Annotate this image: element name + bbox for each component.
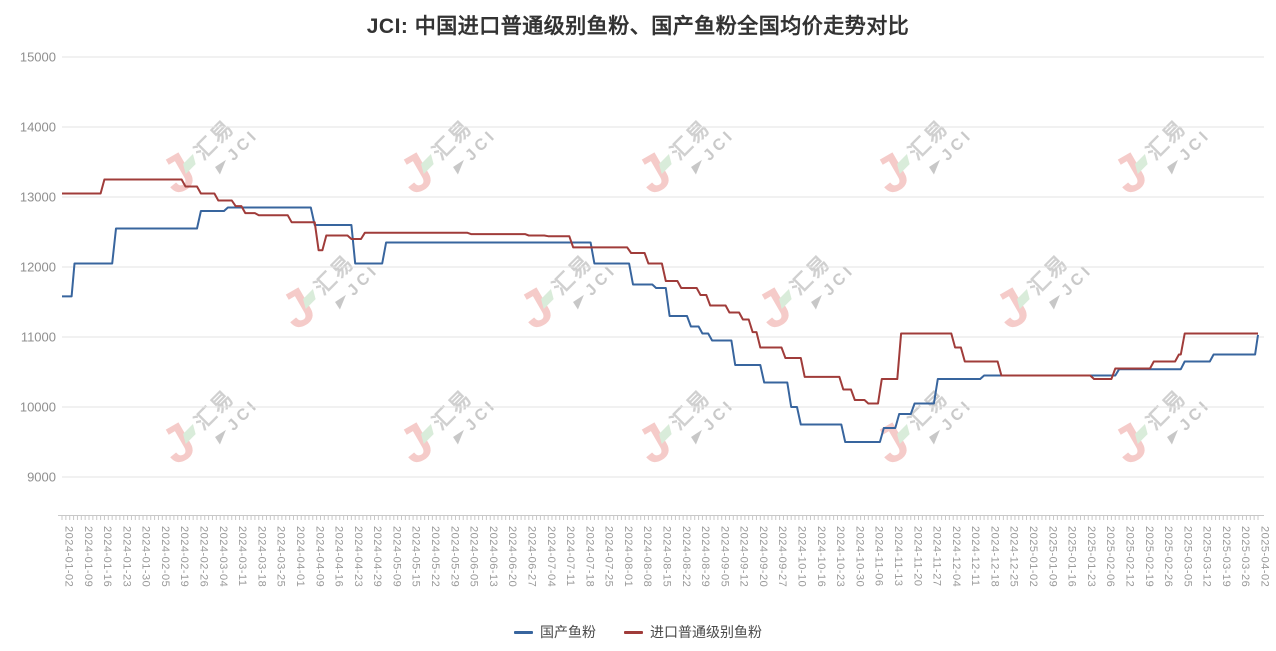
x-axis-date-label: 2024-02-26 bbox=[198, 526, 210, 587]
x-axis-date-label: 2024-03-04 bbox=[217, 526, 229, 587]
x-axis-date-label: 2024-01-16 bbox=[101, 526, 113, 587]
x-axis-date-label: 2024-04-01 bbox=[294, 526, 306, 587]
x-axis-date-label: 2024-09-12 bbox=[738, 526, 750, 587]
x-axis-date-label: 2024-04-29 bbox=[371, 526, 383, 587]
x-axis-date-label: 2024-07-04 bbox=[545, 526, 557, 587]
x-axis-date-label: 2025-01-02 bbox=[1027, 526, 1039, 587]
x-axis-date-label: 2024-06-13 bbox=[487, 526, 499, 587]
x-axis-date-label: 2024-10-30 bbox=[853, 526, 865, 587]
x-axis-date-label: 2024-06-05 bbox=[468, 526, 480, 587]
x-axis-date-label: 2024-07-11 bbox=[564, 526, 576, 586]
y-axis-label: 10000 bbox=[20, 400, 56, 415]
x-axis-date-label: 2024-07-25 bbox=[603, 526, 615, 587]
x-axis-date-label: 2024-05-29 bbox=[448, 526, 460, 587]
x-axis-date-label: 2024-01-23 bbox=[120, 526, 132, 587]
x-axis-date-label: 2024-11-20 bbox=[911, 526, 923, 586]
x-axis-date-label: 2024-05-09 bbox=[390, 526, 402, 587]
x-axis-date-label: 2025-02-06 bbox=[1104, 526, 1116, 587]
x-axis-date-label: 2024-10-16 bbox=[815, 526, 827, 587]
x-axis-date-label: 2024-02-05 bbox=[159, 526, 171, 587]
x-axis-date-label: 2024-04-16 bbox=[333, 526, 345, 587]
y-axis-label: 13000 bbox=[20, 190, 56, 205]
x-axis-date-label: 2024-01-30 bbox=[140, 526, 152, 587]
x-axis-date-label: 2024-02-19 bbox=[178, 526, 190, 587]
x-axis-date-label: 2024-12-25 bbox=[1008, 526, 1020, 587]
x-axis-date-label: 2024-08-08 bbox=[641, 526, 653, 587]
x-axis-date-label: 2024-09-20 bbox=[757, 526, 769, 587]
x-axis-date-label: 2024-05-22 bbox=[429, 526, 441, 587]
x-axis-date-label: 2025-03-05 bbox=[1181, 526, 1193, 587]
x-axis-date-label: 2024-09-05 bbox=[718, 526, 730, 587]
x-axis-date-label: 2024-05-15 bbox=[410, 526, 422, 587]
x-axis-date-label: 2024-03-25 bbox=[275, 526, 287, 587]
y-axis-label: 11000 bbox=[21, 330, 56, 345]
x-axis-date-label: 2024-08-01 bbox=[622, 526, 634, 587]
x-axis-date-label: 2024-08-15 bbox=[661, 526, 673, 587]
y-axis-label: 9000 bbox=[27, 470, 56, 485]
x-axis-date-label: 2024-12-18 bbox=[988, 526, 1000, 587]
series-line-0 bbox=[62, 206, 1259, 443]
x-axis-date-label: 2024-08-22 bbox=[680, 526, 692, 587]
x-axis-date-label: 2024-06-27 bbox=[525, 526, 537, 587]
x-axis-date-label: 2025-01-16 bbox=[1066, 526, 1078, 587]
x-axis-date-label: 2024-06-20 bbox=[506, 526, 518, 587]
chart-legend: 国产鱼粉 进口普通级别鱼粉 bbox=[0, 622, 1276, 642]
y-axis-label: 12000 bbox=[20, 260, 56, 275]
chart-title: JCI: 中国进口普通级别鱼粉、国产鱼粉全国均价走势对比 bbox=[366, 15, 910, 38]
x-axis-date-label: 2024-10-23 bbox=[834, 526, 846, 587]
y-axis-label: 15000 bbox=[20, 50, 56, 65]
x-axis-date-label: 2025-03-26 bbox=[1239, 526, 1251, 587]
x-axis-date-label: 2025-02-26 bbox=[1162, 526, 1174, 587]
legend-line-marker-red bbox=[624, 630, 643, 634]
x-axis-date-label: 2024-12-11 bbox=[969, 526, 981, 586]
legend-item-imported-fishmeal: 进口普通级别鱼粉 bbox=[624, 622, 762, 642]
x-axis-date-label: 2024-08-29 bbox=[699, 526, 711, 587]
legend-item-domestic-fishmeal: 国产鱼粉 bbox=[514, 622, 596, 642]
legend-label: 国产鱼粉 bbox=[540, 624, 596, 640]
series-line-1 bbox=[62, 178, 1258, 405]
x-axis-date-label: 2024-01-02 bbox=[63, 526, 75, 587]
legend-label: 进口普通级别鱼粉 bbox=[650, 624, 762, 640]
x-axis-date-label: 2025-04-02 bbox=[1259, 526, 1271, 587]
x-axis-date-label: 2025-03-12 bbox=[1201, 526, 1213, 587]
x-axis-date-label: 2024-11-13 bbox=[892, 526, 904, 586]
y-axis-label: 14000 bbox=[20, 120, 56, 135]
x-axis-date-label: 2025-02-19 bbox=[1143, 526, 1155, 587]
x-axis-date-label: 2024-03-11 bbox=[236, 526, 248, 586]
x-axis-date-label: 2024-09-27 bbox=[776, 526, 788, 587]
x-axis-date-label: 2024-11-06 bbox=[873, 526, 885, 586]
x-axis-date-label: 2025-02-12 bbox=[1123, 526, 1135, 587]
x-axis-date-label: 2024-07-18 bbox=[583, 526, 595, 587]
x-axis-date-label: 2024-04-23 bbox=[352, 526, 364, 587]
x-axis-date-label: 2024-03-18 bbox=[255, 526, 267, 587]
x-axis-date-label: 2025-03-19 bbox=[1220, 526, 1232, 587]
x-axis-date-label: 2025-01-09 bbox=[1046, 526, 1058, 587]
x-axis-date-label: 2024-04-09 bbox=[313, 526, 325, 587]
x-axis-date-label: 2024-11-27 bbox=[931, 526, 943, 586]
x-axis-date-label: 2024-12-04 bbox=[950, 526, 962, 587]
x-axis-date-label: 2024-10-10 bbox=[796, 526, 808, 587]
x-axis-date-label: 2025-01-23 bbox=[1085, 526, 1097, 587]
x-axis-date-label: 2024-01-09 bbox=[82, 526, 94, 587]
legend-line-marker-blue bbox=[514, 630, 533, 634]
